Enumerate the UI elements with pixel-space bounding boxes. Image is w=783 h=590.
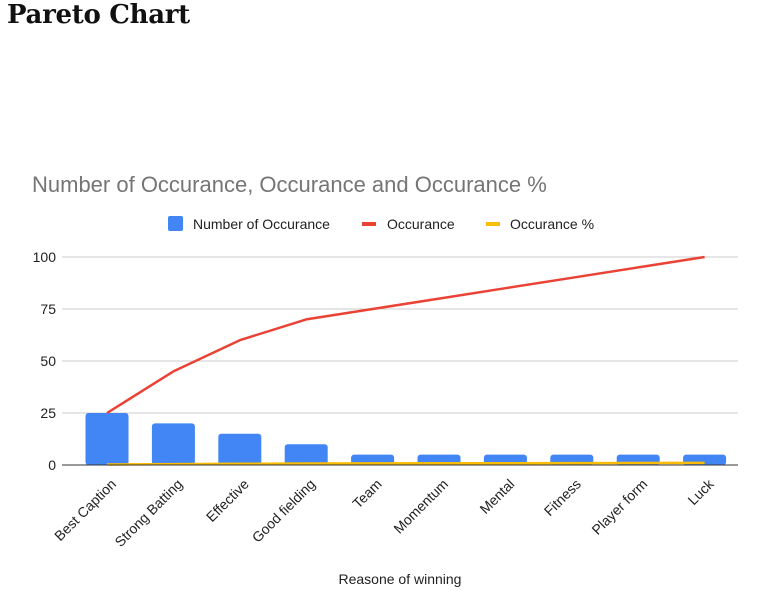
bar [151,423,195,465]
line-series [106,255,705,466]
x-tick-label: Good fielding [249,476,319,546]
legend-item-occurance-percent[interactable]: Occurance % [486,216,594,232]
x-tick-label: Luck [684,475,717,508]
y-tick-label: 50 [40,353,56,369]
legend-item-number-of-occurance[interactable]: Number of Occurance [168,216,330,232]
y-tick-label: 0 [48,457,56,473]
bar-series [85,413,727,465]
occurance-line [106,255,705,415]
y-tick-label: 100 [33,249,57,265]
legend-swatch-line [486,222,500,226]
x-tick-label: Effective [203,476,252,525]
legend: Number of Occurance Occurance Occurance … [168,216,594,232]
legend-swatch-line [362,222,376,226]
legend-label: Occurance [387,216,455,232]
occurance-percent-line [106,461,705,466]
y-tick-label: 25 [40,405,56,421]
bar [284,444,328,465]
legend-label: Occurance % [510,216,594,232]
bar [218,433,262,465]
x-tick-label: Fitness [541,476,584,519]
gridlines [62,256,738,414]
x-tick-label: Team [349,476,385,512]
x-tick-label: Mental [476,476,517,517]
y-tick-label: 75 [40,301,56,317]
x-tick-label: Best Caption [51,476,119,544]
legend-label: Number of Occurance [193,216,330,232]
page-heading: Pareto Chart [7,0,190,30]
y-axis-ticks: 0 25 50 75 100 [33,249,57,473]
x-tick-label: Strong Batting [111,476,185,550]
legend-item-occurance[interactable]: Occurance [362,216,455,232]
bar [85,413,129,465]
legend-swatch-bar [168,216,183,231]
chart-title: Number of Occurance, Occurance and Occur… [32,172,547,197]
x-tick-label: Momentum [390,476,451,537]
x-tick-label: Player form [588,476,650,538]
x-axis-label: Reasone of winning [339,571,462,587]
